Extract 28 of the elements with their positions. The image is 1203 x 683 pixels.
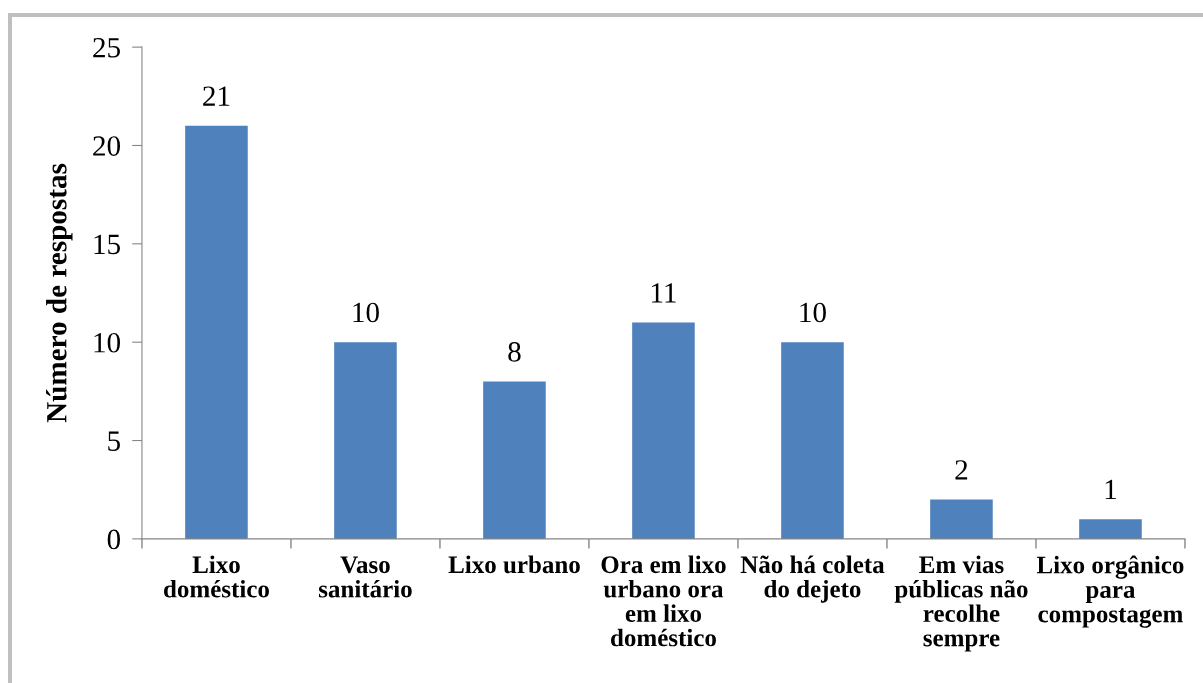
bar bbox=[781, 342, 844, 539]
x-tick-label: Lixo doméstico bbox=[164, 555, 269, 598]
data-label: 10 bbox=[353, 302, 379, 323]
x-tick-label: Lixo orgânico para compostagem bbox=[1036, 555, 1184, 628]
data-label: 2 bbox=[955, 460, 968, 480]
x-tick-label: Em vias públicas não recolhe sempre bbox=[894, 555, 1028, 652]
bar bbox=[334, 342, 397, 539]
data-label: 10 bbox=[800, 302, 826, 323]
data-label: 8 bbox=[508, 342, 521, 362]
bar bbox=[185, 125, 248, 539]
y-tick-label: 10 bbox=[94, 332, 121, 353]
y-tick-label: 25 bbox=[93, 37, 120, 58]
bar bbox=[483, 381, 546, 539]
y-tick-label: 15 bbox=[94, 234, 120, 255]
x-tick-label: Não há coleta do dejeto bbox=[740, 555, 885, 603]
y-tick-label: 5 bbox=[108, 431, 120, 451]
bar bbox=[632, 322, 695, 539]
x-tick-label: Lixo urbano bbox=[448, 555, 580, 574]
data-label: 11 bbox=[651, 283, 676, 303]
data-label: 21 bbox=[203, 86, 230, 106]
data-label: 1 bbox=[1105, 479, 1116, 500]
y-tick-label: 0 bbox=[107, 529, 121, 550]
y-axis-title: Número de respostas bbox=[46, 163, 73, 423]
bar bbox=[1079, 519, 1142, 539]
y-tick-label: 20 bbox=[93, 136, 121, 156]
bar bbox=[930, 499, 993, 539]
x-tick-label: Ora em lixo urbano ora em lixo doméstico bbox=[601, 555, 726, 647]
x-tick-label: Vaso sanitário bbox=[318, 556, 412, 598]
